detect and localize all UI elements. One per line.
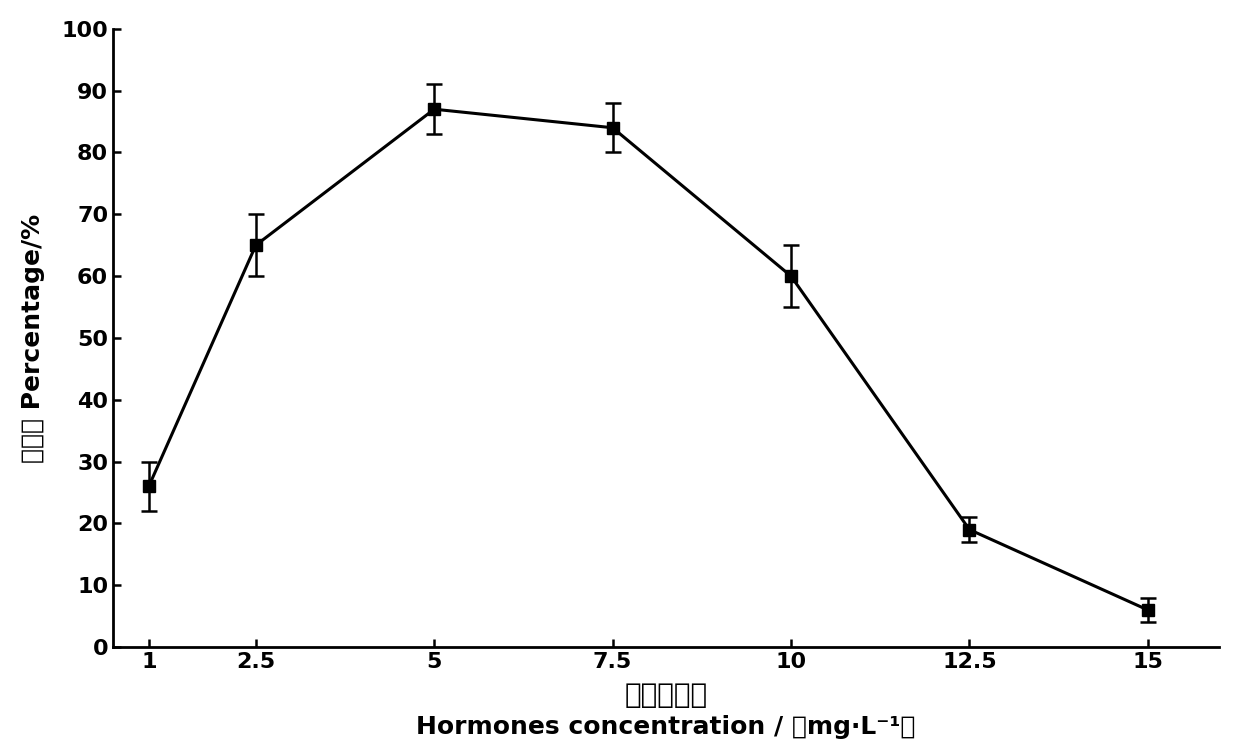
Y-axis label: 百分率 Percentage/%: 百分率 Percentage/%	[21, 213, 45, 462]
Text: Hormones concentration / （mg·L⁻¹）: Hormones concentration / （mg·L⁻¹）	[417, 715, 916, 739]
Text: 麦草畜浓度: 麦草畜浓度	[625, 681, 708, 709]
